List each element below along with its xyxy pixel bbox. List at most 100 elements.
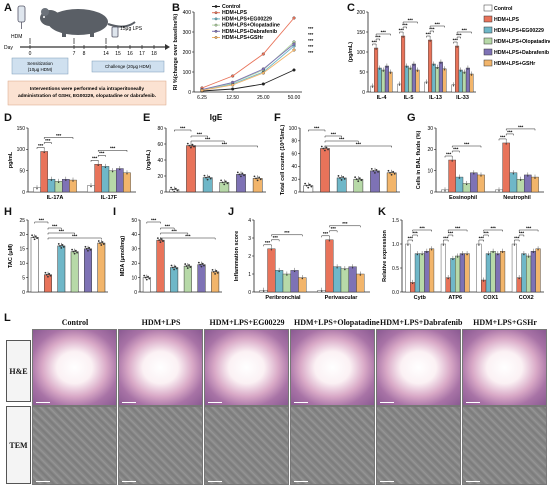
significance-label: *** (165, 223, 171, 228)
significance-bracket (43, 137, 74, 139)
bar (428, 39, 433, 93)
significance-bracket (456, 31, 472, 34)
x-category-label: Cytb (414, 295, 427, 301)
series-line (201, 49, 295, 91)
data-point (336, 267, 338, 269)
bar (481, 279, 487, 293)
legend-swatch (483, 37, 493, 45)
legend-label: HDM+LPS+EG00229 (222, 16, 272, 22)
syringe-icon (17, 5, 26, 29)
significance-bracket (518, 234, 525, 237)
x-category-label: IL-17A (47, 195, 64, 201)
he-micrograph (290, 329, 375, 406)
bar (464, 253, 470, 293)
data-point (339, 177, 341, 179)
data-point (411, 282, 414, 285)
significance-label: *** (507, 129, 513, 134)
data-point (357, 180, 360, 183)
bar (495, 253, 501, 293)
significance-label: *** (426, 31, 432, 36)
bar (485, 253, 491, 293)
chart-c: 050100150200(pg/mL)IL-4*********IL-5****… (348, 4, 550, 101)
data-point (143, 274, 146, 277)
data-point (465, 183, 468, 186)
bar (442, 68, 447, 93)
bar (530, 251, 536, 293)
data-point (36, 237, 38, 240)
significance-bracket (324, 145, 392, 148)
data-point (375, 168, 378, 171)
data-point (444, 190, 446, 192)
data-point (259, 178, 262, 181)
bar (431, 63, 436, 93)
y-tick-label: 25 (19, 218, 25, 224)
he-micrograph (376, 329, 461, 406)
significance-bracket (190, 145, 258, 148)
scale-bar (36, 480, 50, 482)
bar (500, 251, 506, 293)
data-point (351, 267, 354, 269)
bar (469, 172, 478, 193)
significance-label: *** (448, 230, 454, 235)
significance-label: *** (519, 230, 525, 235)
data-point (375, 48, 377, 50)
bar (386, 172, 397, 193)
y-tick-label: 0 (134, 290, 137, 296)
data-point (270, 249, 273, 251)
bar (516, 277, 522, 293)
data-point (31, 234, 33, 237)
data-point (402, 36, 404, 38)
bar (440, 243, 446, 293)
significance-label: *** (429, 26, 435, 31)
data-point (278, 270, 280, 273)
y-tick-label: 1 (248, 272, 251, 278)
y-tick-label: 100 (357, 50, 366, 56)
data-point (215, 269, 218, 272)
significance-label: *** (38, 143, 44, 148)
chart-title: IgE (210, 113, 223, 122)
legend-marker (214, 23, 218, 27)
x-category-label: COX2 (519, 295, 534, 301)
y-tick-label: 0 (160, 190, 163, 196)
data-point (203, 174, 206, 177)
significance-label: *** (339, 136, 345, 141)
data-point (170, 264, 173, 267)
significance-bracket (498, 138, 507, 141)
bar (445, 277, 451, 293)
panel-label-b: B (172, 2, 180, 14)
day-tick-label: 18 (151, 51, 157, 57)
y-tick-label: 30 (131, 247, 137, 253)
data-point (413, 64, 415, 66)
significance-label: *** (331, 226, 337, 231)
data-point (393, 172, 396, 175)
data-point (534, 177, 536, 179)
scale-bar (466, 401, 480, 403)
data-point (197, 261, 200, 264)
bar (348, 266, 357, 293)
sensitization-label: Sensitization (27, 61, 53, 66)
data-point (482, 280, 485, 282)
significance-label: *** (453, 146, 459, 151)
he-micrograph (462, 329, 547, 406)
significance-bracket (375, 38, 380, 41)
significance-label: *** (455, 225, 461, 230)
significance-label: *** (443, 235, 449, 240)
legend-marker (214, 5, 218, 8)
y-tick-label: 300 (183, 30, 192, 36)
bar (356, 273, 365, 293)
data-point (190, 146, 192, 149)
data-point (406, 66, 408, 68)
data-point (328, 240, 331, 242)
significance-bracket (160, 232, 189, 235)
chart-g: 0 10 20 30 Cells in BAL fluids (%) Eosinophil… (416, 124, 544, 201)
legend-swatch (483, 59, 493, 67)
data-point (325, 146, 328, 149)
x-category-label: IL-17F (101, 195, 118, 201)
significance-bracket (190, 135, 208, 138)
significance-label: *** (462, 27, 468, 32)
significance-label: *** (372, 39, 378, 44)
data-point (452, 258, 454, 261)
data-point (256, 179, 259, 182)
